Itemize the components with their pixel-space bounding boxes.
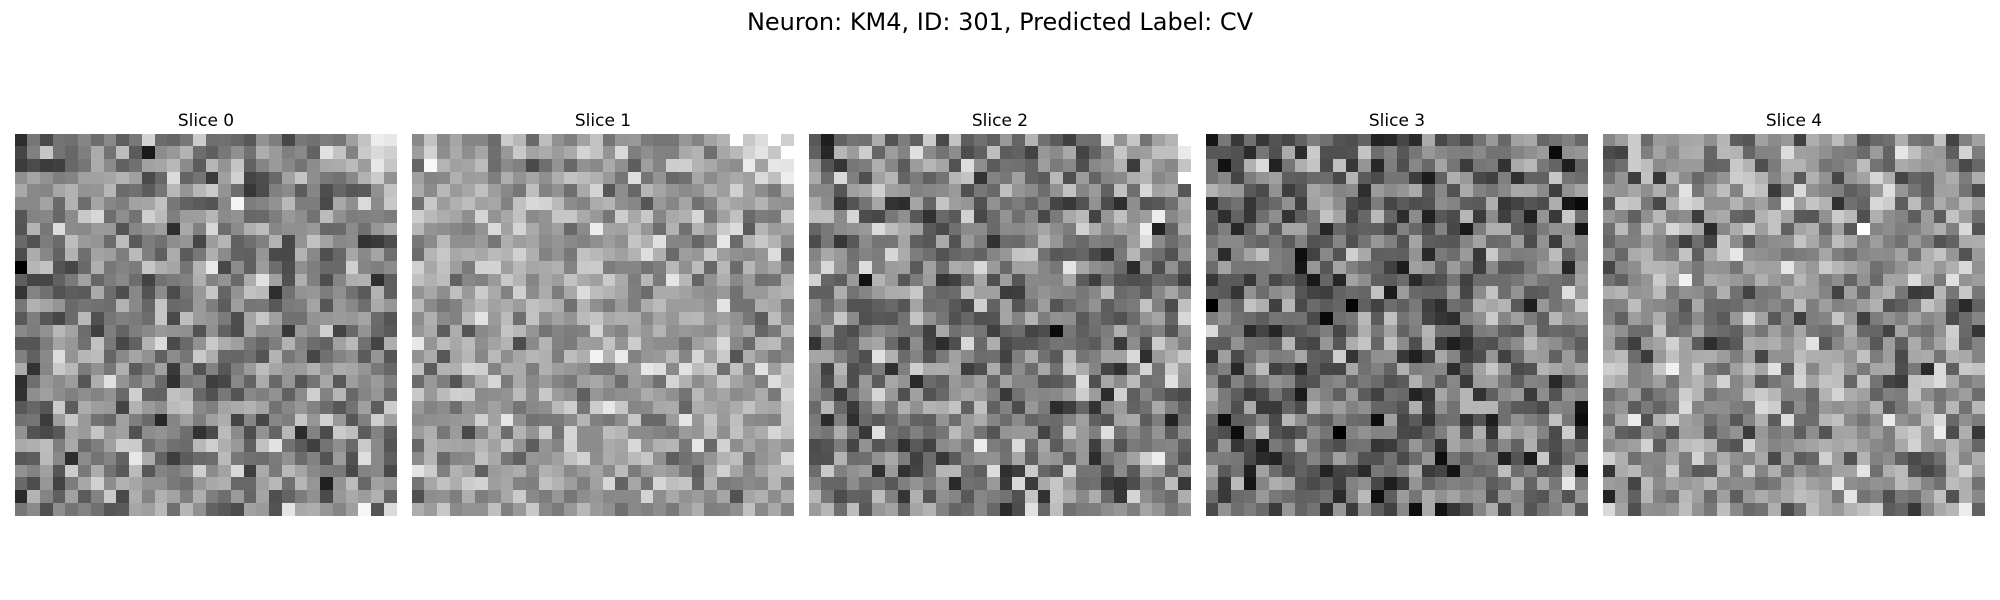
slice-title-0: Slice 0: [177, 111, 235, 131]
slice-image-2: [809, 134, 1191, 516]
figure-title: Neuron: KM4, ID: 301, Predicted Label: C…: [746, 8, 1254, 36]
slice-image-1: [412, 134, 794, 516]
slice-title-3: Slice 3: [1368, 111, 1426, 131]
slice-image-0: [15, 134, 397, 516]
slice-panel-4: Slice 4: [1603, 110, 1985, 516]
slice-title-2: Slice 2: [971, 111, 1029, 131]
slice-title-4: Slice 4: [1765, 111, 1823, 131]
slice-panel-1: Slice 1: [412, 110, 794, 516]
slice-panel-2: Slice 2: [809, 110, 1191, 516]
slice-image-4: [1603, 134, 1985, 516]
slice-panel-3: Slice 3: [1206, 110, 1588, 516]
slice-panel-0: Slice 0: [15, 110, 397, 516]
slice-title-1: Slice 1: [574, 111, 632, 131]
slice-image-3: [1206, 134, 1588, 516]
